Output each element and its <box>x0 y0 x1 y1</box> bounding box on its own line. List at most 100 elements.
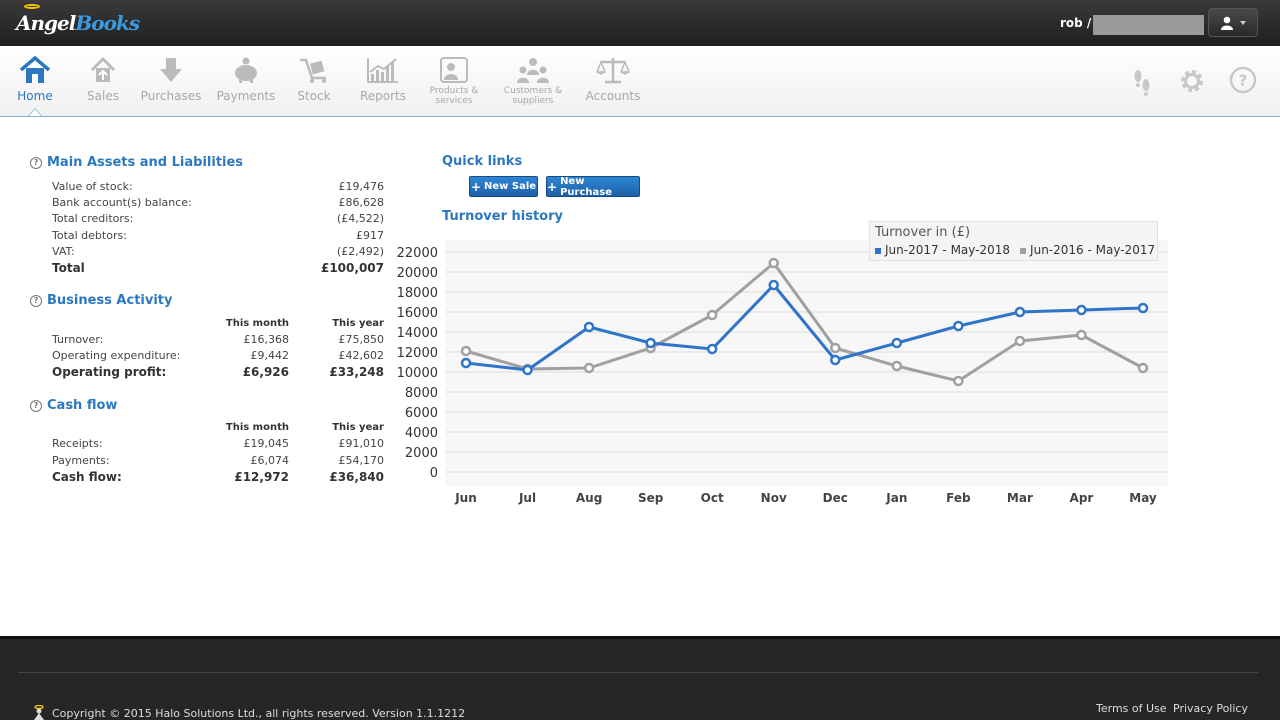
nav-customers-label-2: suppliers <box>512 96 554 106</box>
data-point <box>1137 302 1149 314</box>
assets-row-bank: Bank account(s) balance: £86,628 <box>52 196 384 209</box>
legend-item-previous[interactable]: Jun-2016 - May-2017 <box>1020 243 1155 257</box>
nav-sales[interactable]: Sales <box>68 56 138 103</box>
data-point <box>1076 329 1087 341</box>
cashflow-row-receipts: Receipts: £19,045 £91,010 <box>52 437 384 450</box>
help-icon[interactable]: ? <box>30 156 42 169</box>
x-tick-label: Dec <box>823 491 848 505</box>
x-tick-label: Sep <box>638 491 664 505</box>
y-tick-label: 20000 <box>397 266 438 281</box>
data-point <box>583 362 595 374</box>
legend-swatch-previous <box>1020 247 1027 254</box>
x-tick-label: Nov <box>761 491 787 505</box>
footer: Copyright © 2015 Halo Solutions Ltd., al… <box>0 636 1280 720</box>
cashflow-row-total: Cash flow: £12,972 £36,840 <box>52 470 384 484</box>
copyright: Copyright © 2015 Halo Solutions Ltd., al… <box>32 705 465 720</box>
main-nav: Home Sales Purchases Payments Stock Repo… <box>0 46 1280 117</box>
nav-payments[interactable]: Payments <box>211 56 281 103</box>
angel-icon <box>34 705 44 720</box>
plus-icon: + <box>547 179 558 194</box>
scales-icon <box>595 58 631 84</box>
cashflow-row-payments: Payments: £6,074 £54,170 <box>52 454 384 467</box>
turnover-chart: 0 2000 4000 6000 8000 10000 12000 14000 16000 180… <box>397 240 1168 505</box>
y-tick-label: 12000 <box>397 346 438 361</box>
assets-section-title: ? Main Assets and Liabilities <box>30 155 243 170</box>
user-icon <box>1221 16 1233 30</box>
data-point <box>953 320 964 332</box>
data-point <box>1076 304 1087 316</box>
data-point <box>891 360 903 372</box>
footprints-button[interactable] <box>1132 66 1152 99</box>
y-tick-label: 10000 <box>397 366 438 381</box>
chart-icon <box>367 58 398 83</box>
data-point <box>953 375 964 387</box>
terms-link[interactable]: Terms of Use <box>1096 702 1167 715</box>
user-menu-button[interactable] <box>1208 8 1258 37</box>
angelbooks-logo[interactable]: Angel Books <box>16 4 140 38</box>
active-nav-indicator <box>28 108 42 116</box>
help-icon[interactable]: ? <box>30 294 42 307</box>
new-sale-button[interactable]: + New Sale <box>469 176 538 197</box>
activity-row-turnover: Turnover: £16,368 £75,850 <box>52 333 384 346</box>
settings-button[interactable] <box>1177 66 1207 99</box>
data-point <box>1137 362 1149 374</box>
activity-col-month: This month <box>225 318 289 329</box>
y-tick-label: 2000 <box>405 446 438 461</box>
y-tick-label: 8000 <box>405 386 438 401</box>
data-point <box>645 337 656 349</box>
nav-accounts[interactable]: Accounts <box>578 56 648 103</box>
trolley-icon <box>300 58 326 83</box>
y-tick-label: 14000 <box>397 326 438 341</box>
y-tick-label: 22000 <box>397 246 438 261</box>
privacy-link[interactable]: Privacy Policy <box>1173 702 1248 715</box>
data-point <box>706 343 718 355</box>
nav-home[interactable]: Home <box>0 56 70 103</box>
help-button[interactable]: ? <box>1229 66 1257 97</box>
x-tick-label: Apr <box>1070 491 1094 505</box>
legend-item-current[interactable]: Jun-2017 - May-2018 <box>875 243 1010 257</box>
sales-icon <box>90 56 116 82</box>
data-point <box>460 345 472 357</box>
assets-row-total: Total £100,007 <box>52 261 384 275</box>
activity-row-profit: Operating profit: £6,926 £33,248 <box>52 365 384 379</box>
activity-col-year: This year <box>332 318 384 329</box>
nav-purchases[interactable]: Purchases <box>136 56 206 103</box>
nav-customers-suppliers[interactable]: Customers & suppliers <box>498 56 568 106</box>
logo-text-angel: Angel <box>16 11 76 35</box>
assets-row-debtors: Total debtors: £917 <box>52 229 384 242</box>
nav-stock[interactable]: Stock <box>279 56 349 103</box>
assets-row-creditors: Total creditors: (£4,522) <box>52 212 384 225</box>
company-name-redacted <box>1093 15 1204 35</box>
x-tick-label: Mar <box>1007 491 1033 505</box>
nav-customers-label-1: Customers & <box>503 86 563 96</box>
footer-divider <box>18 672 1258 673</box>
nav-products-services[interactable]: Products & services <box>419 56 489 106</box>
new-purchase-button[interactable]: + New Purchase <box>546 176 640 198</box>
cashflow-col-month: This month <box>225 422 289 433</box>
help-icon: ? <box>1229 66 1257 94</box>
chart-title: Turnover in (£) <box>875 225 971 240</box>
top-bar: Angel Books rob / <box>0 0 1280 46</box>
svg-text:?: ? <box>1239 72 1248 90</box>
username-label: rob / <box>1060 16 1092 30</box>
activity-row-expenditure: Operating expenditure: £9,442 £42,602 <box>52 349 384 362</box>
assets-row-stock: Value of stock: £19,476 <box>52 180 384 193</box>
nav-products-label-1: Products & <box>429 86 479 96</box>
data-point <box>1014 306 1026 318</box>
y-tick-label: 0 <box>430 466 438 481</box>
halo-icon <box>24 4 40 9</box>
y-tick-label: 16000 <box>397 306 438 321</box>
turnover-history-title: Turnover history <box>442 209 563 224</box>
data-point <box>1014 335 1026 347</box>
help-icon[interactable]: ? <box>30 399 42 412</box>
y-tick-label: 4000 <box>405 426 438 441</box>
x-tick-label: Feb <box>946 491 971 505</box>
series-line <box>465 261 1144 383</box>
nav-reports[interactable]: Reports <box>348 56 418 103</box>
people-icon <box>517 58 549 83</box>
data-point <box>768 257 779 269</box>
products-icon <box>440 57 468 83</box>
data-point <box>768 279 779 291</box>
gear-icon <box>1181 70 1203 92</box>
logo-text-books: Books <box>75 11 140 35</box>
